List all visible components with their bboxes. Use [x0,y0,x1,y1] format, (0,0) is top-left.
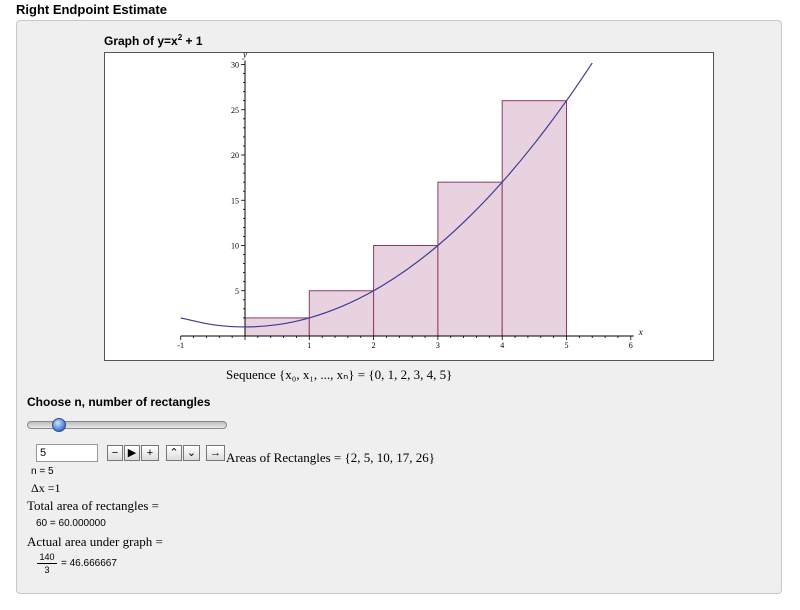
n-input-field[interactable] [36,444,98,462]
rectangle-5 [501,100,568,337]
axes-layer: -1 1 2 3 4 5 6 5 10 15 20 25 30 x y [177,53,642,350]
x-tick-label: 5 [565,341,569,350]
window-title: Right Endpoint Estimate [16,2,167,17]
total-area-label: Total area of rectangles = [27,498,160,513]
plot-frame: -1 1 2 3 4 5 6 5 10 15 20 25 30 x y [104,52,714,361]
x-tick-label: 4 [500,341,504,350]
rectangle-3 [373,245,439,337]
x-tick-label: 1 [307,341,311,350]
y-tick-label: 20 [231,151,239,160]
y-tick-label: 25 [231,106,239,115]
direction-button[interactable]: → [206,445,225,461]
x-tick-label: 2 [372,341,376,350]
delta-x-text: Δx =1 [31,481,61,495]
x-tick-label: 3 [436,341,440,350]
sequence-text: Sequence {x₀, x₁, ..., xₙ} = {0, 1, 2, 3… [226,367,453,382]
choose-n-label: Choose n, number of rectangles [27,395,211,409]
play-button[interactable]: ▶ [124,445,140,461]
x-tick-label: -1 [177,341,184,350]
increment-button[interactable]: + [141,445,159,461]
y-tick-label: 30 [231,61,239,70]
y-tick-label: 5 [235,287,239,296]
actual-area-value: = 46.666667 [61,558,117,569]
fraction-numerator: 140 [37,552,57,564]
n-slider-thumb[interactable] [52,418,67,432]
graph-title-suffix: + 1 [182,34,203,48]
total-area-value: 60 = 60.000000 [36,518,106,529]
graph-title-prefix: Graph of y=x [104,34,178,48]
rectangle-2 [308,290,375,337]
n-slider-track[interactable] [27,421,227,429]
fraction-denominator: 3 [44,565,50,575]
rectangles-layer [244,100,568,337]
rectangle-4 [437,181,503,337]
areas-of-rectangles-text: Areas of Rectangles = {2, 5, 10, 17, 26} [226,450,435,465]
slower-button[interactable]: ⌄ [183,445,200,461]
decrement-button[interactable]: − [107,445,123,461]
x-tick-label: 6 [629,341,633,350]
function-curve [180,62,593,328]
curve-layer [180,62,593,328]
faster-button[interactable]: ⌃ [166,445,182,461]
plot-area: -1 1 2 3 4 5 6 5 10 15 20 25 30 x y [177,53,642,350]
x-axis-label: x [638,327,643,337]
n-value-text: n = 5 [31,466,54,477]
actual-area-label: Actual area under graph = [27,534,163,549]
actual-area-fraction: 140 3 [37,552,57,576]
y-axis-label: y [242,53,247,60]
graph-title-exponent: 2 [177,33,183,42]
y-tick-label: 15 [231,196,239,205]
y-tick-label: 10 [231,242,239,251]
graph-title: Graph of y=x2 + 1 [104,33,203,48]
